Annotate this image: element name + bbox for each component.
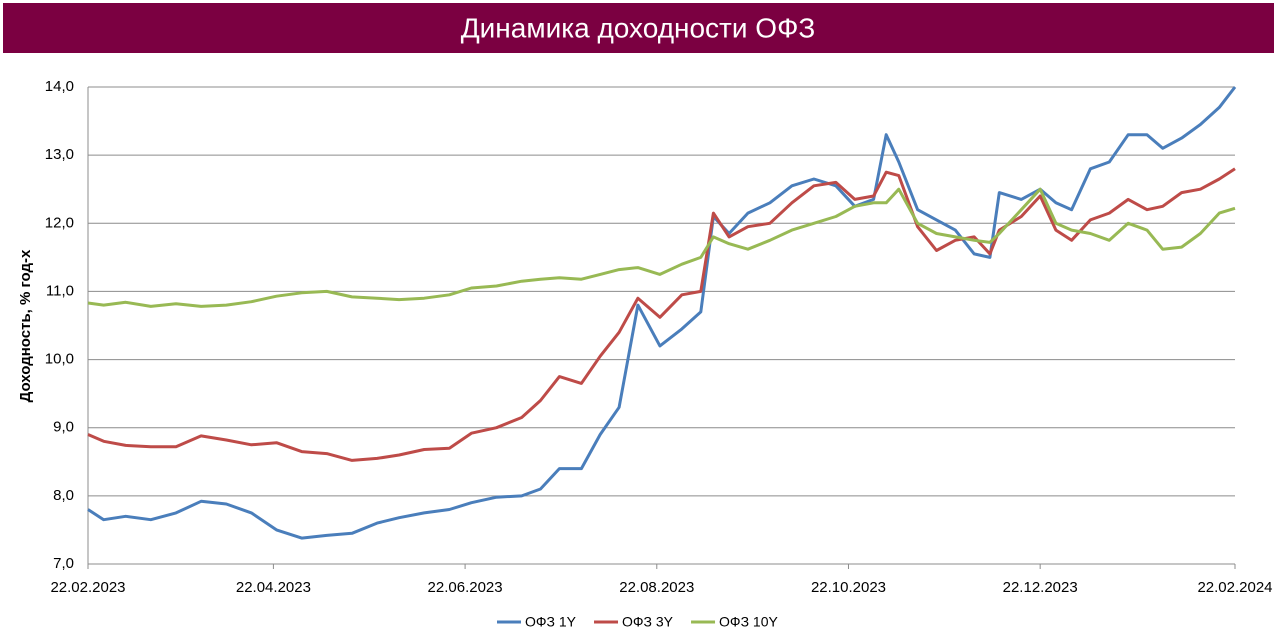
x-tick-label: 22.10.2023 [811, 579, 886, 596]
y-tick-label: 9,0 [53, 419, 74, 436]
series-line [87, 167, 1236, 462]
legend-label: ОФЗ 3Y [622, 614, 674, 630]
x-tick-label: 22.02.2024 [1197, 579, 1272, 596]
x-tick-label: 22.08.2023 [619, 579, 694, 596]
y-axis-label: Доходность, % год-х [17, 249, 34, 402]
y-tick-label: 11,0 [46, 282, 74, 299]
y-tick-label: 8,0 [53, 487, 74, 504]
y-tick-label: 7,0 [53, 555, 74, 572]
y-tick-label: 10,0 [45, 351, 74, 368]
chart-title: Динамика доходности ОФЗ [461, 12, 816, 43]
series-line [87, 187, 1236, 308]
y-tick-label: 13,0 [45, 146, 74, 163]
x-tick-label: 22.04.2023 [236, 579, 311, 596]
x-tick-label: 22.06.2023 [428, 579, 503, 596]
y-tick-label: 12,0 [45, 214, 74, 231]
legend-label: ОФЗ 10Y [719, 614, 778, 630]
title-band [3, 3, 1274, 53]
x-tick-label: 22.12.2023 [1003, 579, 1078, 596]
legend-label: ОФЗ 1Y [525, 614, 577, 630]
x-tick-label: 22.02.2023 [50, 579, 125, 596]
y-tick-label: 14,0 [45, 78, 74, 95]
